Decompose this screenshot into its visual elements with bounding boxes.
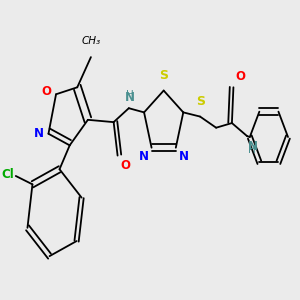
Text: H: H: [125, 90, 133, 100]
Text: H: H: [248, 146, 255, 155]
Text: CH₃: CH₃: [81, 35, 101, 46]
Text: N: N: [248, 140, 258, 153]
Text: N: N: [139, 150, 148, 163]
Text: Cl: Cl: [2, 168, 14, 181]
Text: S: S: [159, 69, 168, 82]
Text: O: O: [120, 159, 130, 172]
Text: N: N: [124, 92, 134, 104]
Text: N: N: [179, 150, 189, 163]
Text: O: O: [235, 70, 245, 83]
Text: S: S: [196, 95, 205, 108]
Text: O: O: [41, 85, 52, 98]
Text: N: N: [34, 127, 44, 140]
